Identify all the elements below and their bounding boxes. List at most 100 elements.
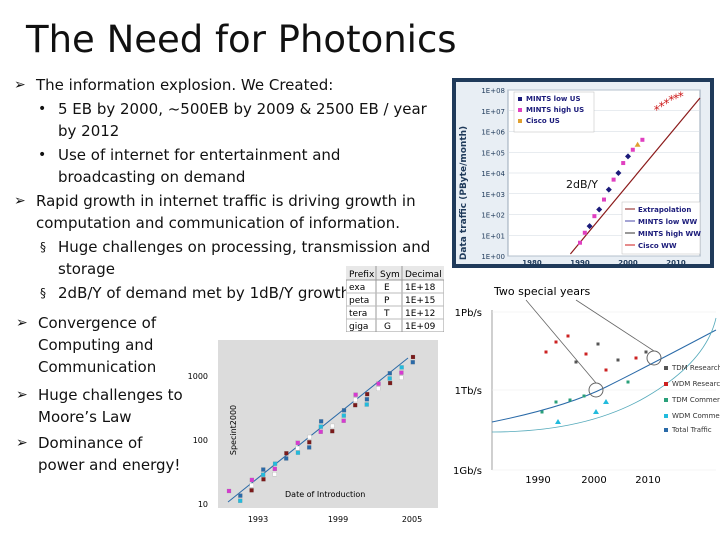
ytick-label: 1E+08 bbox=[481, 87, 505, 95]
mints-high-point bbox=[582, 230, 587, 235]
specint-point bbox=[238, 498, 243, 503]
specint-point bbox=[295, 440, 300, 445]
prefix-header: Prefix bbox=[349, 270, 375, 280]
capacity-point bbox=[554, 400, 558, 404]
capacity-curve bbox=[491, 317, 717, 433]
capacity-point bbox=[584, 352, 588, 356]
prefix-cell: exa bbox=[349, 283, 365, 293]
specint-point bbox=[399, 365, 404, 370]
specint-point bbox=[307, 434, 312, 440]
traffic-chart: Data traffic (PByte/month) 1E+08 1E+07 1E+… bbox=[452, 78, 714, 268]
capacity-ytick-label: 1Tb/s bbox=[455, 386, 482, 397]
specint-point bbox=[261, 477, 266, 482]
specint-point bbox=[249, 488, 254, 493]
specint-point bbox=[387, 371, 392, 376]
capacity-point bbox=[634, 356, 638, 360]
legend-label: MINTS high US bbox=[526, 106, 584, 114]
capacity-chart: Two special years 1Pb/s 1Tb/s 1Gb/s 1990 200… bbox=[453, 285, 720, 486]
dot-bullet-icon: • bbox=[38, 147, 47, 163]
capacity-point bbox=[574, 360, 578, 364]
mints-low-point bbox=[605, 186, 612, 193]
specint-point bbox=[341, 418, 346, 423]
sym-cell: P bbox=[384, 296, 390, 306]
legend-label: Cisco US bbox=[526, 117, 560, 125]
legend-marker bbox=[518, 108, 522, 112]
bullet-text: 2dB/Y of demand met by 1dB/Y growth bbox=[58, 284, 351, 302]
capacity-point bbox=[566, 334, 570, 338]
legend-label: MINTS low WW bbox=[638, 218, 698, 226]
specint-point bbox=[272, 466, 277, 472]
mints-high-point bbox=[621, 161, 626, 166]
specint-point bbox=[307, 440, 312, 445]
square-bullet-icon: § bbox=[40, 240, 46, 254]
specint-point bbox=[318, 429, 323, 434]
legend-label: TDM Commercial bbox=[671, 396, 720, 404]
bullet-text: Moore’s Law bbox=[38, 408, 132, 426]
decimal-cell: 1E+15 bbox=[405, 296, 435, 306]
legend-top: MINTS low US MINTS high US Cisco US bbox=[513, 91, 595, 133]
sym-cell: T bbox=[383, 309, 390, 319]
legend-marker bbox=[664, 366, 668, 370]
prefix-cell: tera bbox=[349, 309, 367, 319]
ww-star-point: * bbox=[668, 93, 674, 107]
extrapolation-line bbox=[569, 97, 701, 255]
ww-star-point: * bbox=[654, 103, 660, 117]
mints-high-point bbox=[611, 177, 616, 182]
arrow-bullet-icon: ➢ bbox=[16, 435, 28, 451]
bullet-4: ➢ Huge challenges to Moore’s Law bbox=[16, 384, 183, 428]
legend-label: MINTS low US bbox=[526, 95, 581, 103]
specint-xaxis-label: Date of Introduction bbox=[285, 490, 365, 499]
prefix-cell: peta bbox=[349, 296, 369, 306]
capacity-point bbox=[604, 368, 608, 372]
capacity-point bbox=[603, 399, 609, 404]
ww-star-point: * bbox=[678, 90, 684, 104]
bullet-text: The information explosion. We Created: bbox=[36, 76, 334, 94]
square-bullet-icon: § bbox=[40, 286, 46, 300]
specint-point bbox=[364, 397, 370, 402]
arrow-bullet-icon: ➢ bbox=[14, 193, 26, 209]
specint-point bbox=[284, 451, 289, 456]
bullet-text: Dominance of bbox=[38, 434, 143, 452]
capacity-point bbox=[568, 398, 572, 402]
specint-point bbox=[353, 403, 358, 408]
legend-label: Cisco WW bbox=[638, 242, 677, 250]
arrow-bullet-icon: ➢ bbox=[14, 77, 26, 93]
ytick-label: 1E+04 bbox=[481, 170, 505, 178]
bullet-text: Computing and bbox=[38, 336, 154, 354]
page-title: The Need for Photonics bbox=[26, 18, 457, 61]
specint-point bbox=[261, 472, 266, 477]
sub-bullet-2-1: § Huge challenges on processing, transmi… bbox=[40, 236, 430, 280]
capacity-point bbox=[626, 380, 630, 384]
capacity-xtick-label: 2010 bbox=[635, 475, 660, 486]
specint-point bbox=[353, 397, 358, 403]
bullet-text: Use of internet for entertainment and bbox=[58, 146, 341, 164]
mints-high-point bbox=[578, 240, 582, 245]
specint-point bbox=[272, 461, 278, 466]
yaxis-label: Data traffic (PByte/month) bbox=[459, 126, 469, 260]
specint-point bbox=[341, 408, 347, 413]
mints-low-point bbox=[615, 170, 622, 176]
capacity-point bbox=[554, 340, 558, 344]
specint-point bbox=[238, 493, 243, 498]
capacity-point bbox=[616, 358, 620, 362]
specint-point bbox=[387, 380, 393, 386]
capacity-point bbox=[544, 350, 548, 354]
specint-ytick-label: 1000 bbox=[188, 372, 208, 381]
arrow-bullet-icon: ➢ bbox=[16, 387, 28, 403]
ytick-label: 1E+00 bbox=[481, 253, 505, 261]
legend-marker bbox=[664, 414, 668, 418]
ytick-label: 1E+05 bbox=[481, 149, 505, 157]
mints-high-point bbox=[630, 147, 635, 152]
total-traffic-curve bbox=[491, 329, 717, 423]
ytick-label: 1E+07 bbox=[481, 108, 505, 116]
specint-point bbox=[318, 424, 324, 429]
specint-point bbox=[353, 392, 358, 397]
bullet-text: power and energy! bbox=[38, 456, 181, 474]
ytick-label: 1E+01 bbox=[481, 232, 505, 240]
specint-point bbox=[318, 419, 324, 424]
capacity-point bbox=[582, 394, 586, 398]
legend-label: WDM Research bbox=[672, 380, 720, 388]
capacity-point bbox=[593, 409, 599, 414]
legend-label: MINTS high WW bbox=[638, 230, 701, 238]
legend-label: Total Traffic bbox=[671, 426, 712, 434]
